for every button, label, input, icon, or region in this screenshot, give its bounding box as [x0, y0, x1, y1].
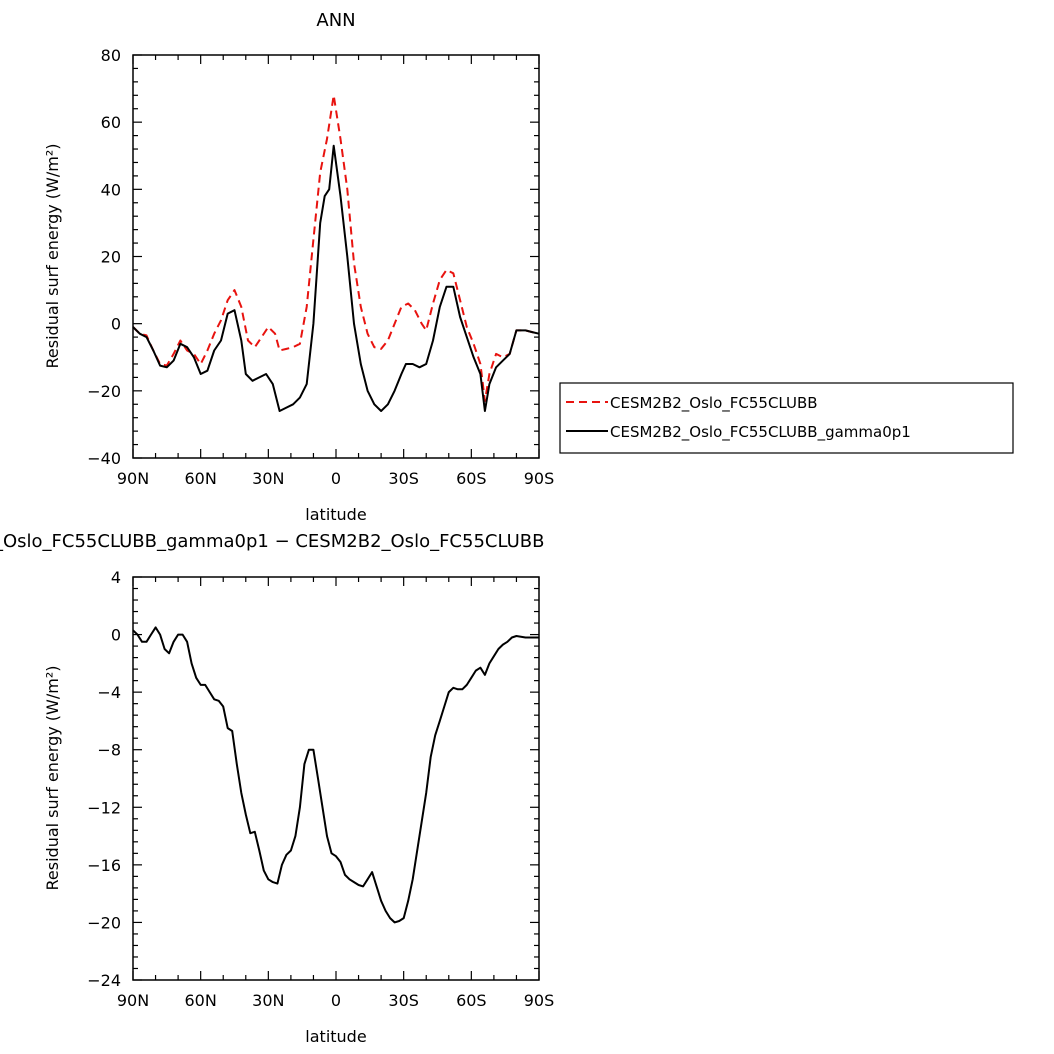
bottom-plot-axes: 90N 60N 30N 0 30S 60S 90S 4 0 −4 −8 −12 −16 −20 −24 — [87, 568, 554, 1010]
bottom-x-tick-label: 60S — [456, 991, 487, 1010]
top-series-line-1 — [132, 144, 540, 412]
legend-label-1: CESM2B2_Oslo_FC55CLUBB_gamma0p1 — [610, 423, 911, 442]
legend-label-0: CESM2B2_Oslo_FC55CLUBB — [610, 394, 818, 413]
bottom-x-axis-label: latitude — [305, 1027, 366, 1046]
top-x-tick-label: 0 — [331, 469, 341, 488]
top-x-tick-label: 90S — [524, 469, 555, 488]
bottom-y-tick-label: −20 — [87, 913, 121, 932]
bottom-chart-title: _Oslo_FC55CLUBB_gamma0p1 − CESM2B2_Oslo_… — [0, 531, 544, 552]
bottom-y-tick-label: −4 — [97, 683, 121, 702]
top-x-tick-label: 30N — [252, 469, 284, 488]
bottom-series-line-0 — [132, 626, 539, 924]
top-plot-axes: 90N 60N 30N 0 30S 60S 90S 80 60 40 20 0 −20 −40 — [87, 46, 554, 488]
top-chart-title: ANN — [316, 10, 355, 31]
top-plot-data — [132, 94, 540, 412]
top-x-tick-label: 90N — [117, 469, 149, 488]
bottom-panel: _Oslo_FC55CLUBB_gamma0p1 − CESM2B2_Oslo_… — [0, 531, 554, 1046]
top-plot-frame — [132, 54, 540, 459]
bottom-x-tick-label: 90N — [117, 991, 149, 1010]
legend: CESM2B2_Oslo_FC55CLUBB CESM2B2_Oslo_FC55… — [559, 382, 1014, 454]
top-y-axis-label: Residual surf energy (W/m²) — [43, 144, 62, 369]
bottom-x-tick-label: 60N — [185, 991, 217, 1010]
top-x-axis-label: latitude — [305, 505, 366, 524]
top-x-tick-label: 60N — [185, 469, 217, 488]
top-y-tick-label: 60 — [101, 113, 121, 132]
top-panel: ANN 90N 60N 30N 0 30S 60S 90S 80 60 40 20 0 −20 −40 l… — [43, 10, 554, 524]
bottom-x-tick-label: 30N — [252, 991, 284, 1010]
top-y-tick-label: 0 — [111, 315, 121, 334]
bottom-y-tick-label: −16 — [87, 856, 121, 875]
bottom-y-tick-label: −12 — [87, 798, 121, 817]
legend-box — [559, 382, 1014, 454]
bottom-plot-data — [132, 626, 539, 924]
bottom-y-tick-label: 0 — [111, 626, 121, 645]
bottom-y-axis-label: Residual surf energy (W/m²) — [43, 666, 62, 891]
top-y-tick-label: −40 — [87, 449, 121, 468]
bottom-y-tick-label: 4 — [111, 568, 121, 587]
bottom-y-tick-label: −8 — [97, 741, 121, 760]
top-x-tick-label: 30S — [388, 469, 419, 488]
bottom-plot-frame — [132, 576, 540, 981]
top-series-line-0 — [132, 94, 540, 402]
top-y-tick-label: 40 — [101, 180, 121, 199]
bottom-x-tick-label: 30S — [388, 991, 419, 1010]
top-y-tick-label: −20 — [87, 382, 121, 401]
bottom-x-tick-label: 90S — [524, 991, 555, 1010]
top-y-tick-label: 20 — [101, 248, 121, 267]
bottom-y-tick-label: −24 — [87, 971, 121, 990]
top-x-tick-label: 60S — [456, 469, 487, 488]
bottom-x-tick-label: 0 — [331, 991, 341, 1010]
top-y-tick-label: 80 — [101, 46, 121, 65]
